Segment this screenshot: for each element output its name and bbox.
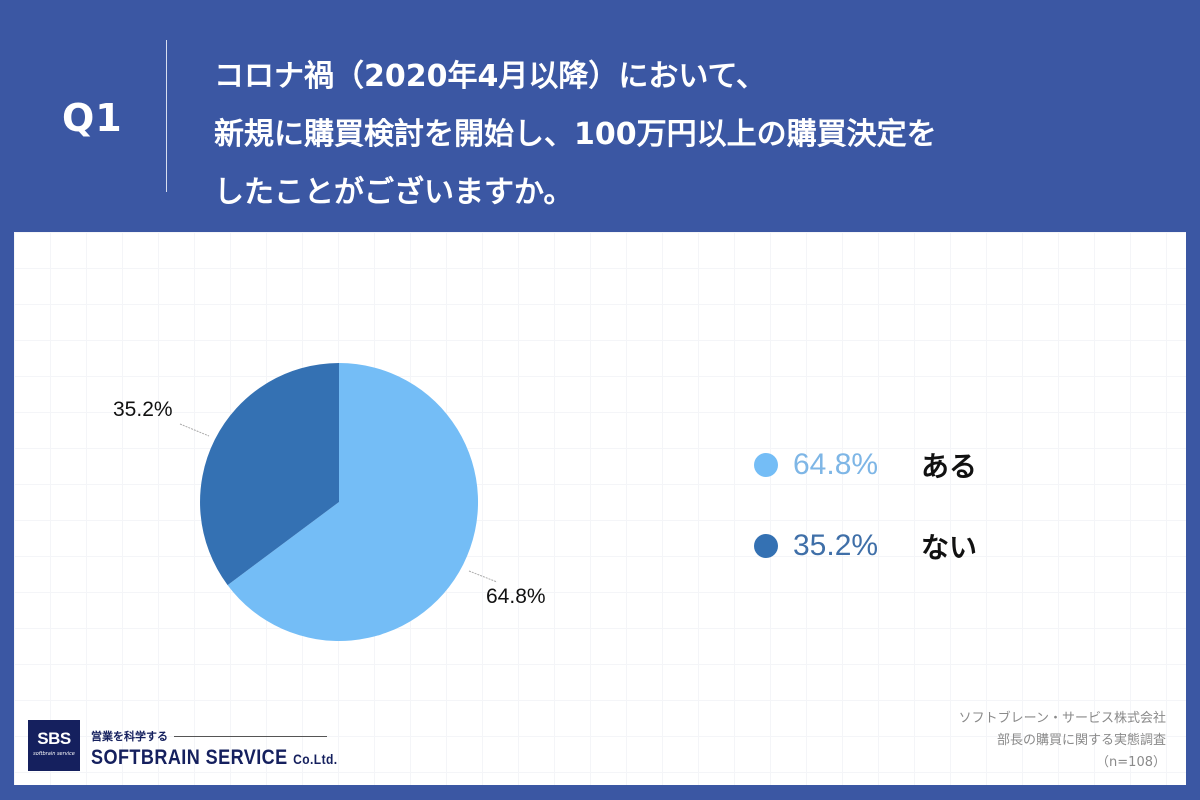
logo-mark-text: SBS [37, 729, 71, 748]
logo-wordmark: 営業を科学する SOFTBRAIN SERVICE Co.Ltd. [91, 720, 378, 770]
source-sample-size: （n=108） [1096, 755, 1166, 770]
logo-company-suffix: Co.Ltd. [293, 751, 338, 767]
company-logo: SBS softbrain service 営業を科学する SOFTBRAIN … [28, 720, 378, 771]
question-line-2: 新規に購買検討を開始し、100万円以上の購買決定を [214, 117, 937, 152]
pie-label-no: 35.2% [113, 398, 173, 421]
legend-label: ない [921, 531, 978, 564]
logo-tagline-text: 営業を科学する [91, 730, 168, 743]
logo-mark: SBS softbrain service [28, 720, 80, 771]
source-survey: 部長の購買に関する実態調査 [996, 733, 1166, 748]
legend-pct: 64.8% [793, 448, 879, 481]
header-divider [166, 40, 167, 192]
logo-tagline: 営業を科学する [91, 728, 378, 744]
pie-slice-no [200, 363, 339, 586]
question-text: コロナ禍（2020年4月以降）において、 新規に購買検討を開始し、100万円以上… [214, 48, 937, 222]
legend-item-yes: 64.8% ある [754, 445, 977, 485]
logo-mark-subtext: softbrain service [33, 751, 75, 757]
tagline-rule [174, 735, 327, 737]
leader-line-yes [468, 570, 498, 583]
question-header: Q1 コロナ禍（2020年4月以降）において、 新規に購買検討を開始し、100万… [0, 0, 1200, 232]
logo-company-text: SOFTBRAIN SERVICE [91, 746, 288, 769]
source-company: ソフトブレーン・サービス株式会社 [958, 711, 1166, 726]
legend-dot-icon [754, 453, 778, 477]
logo-company-name: SOFTBRAIN SERVICE Co.Ltd. [91, 746, 338, 770]
pie-label-yes: 64.8% [486, 585, 546, 608]
question-line-3: したことがございますか。 [214, 175, 574, 210]
legend-pct: 35.2% [793, 529, 879, 562]
pie-slice-yes [227, 362, 479, 641]
question-number: Q1 [62, 96, 123, 140]
source-note: ソフトブレーン・サービス株式会社 部長の購買に関する実態調査 （n=108） [959, 708, 1166, 774]
question-line-1: コロナ禍（2020年4月以降）において、 [214, 59, 766, 94]
legend-dot-icon [754, 534, 778, 558]
legend-item-no: 35.2% ない [754, 526, 977, 566]
leader-line-no [179, 423, 210, 437]
legend-label: ある [921, 450, 978, 483]
